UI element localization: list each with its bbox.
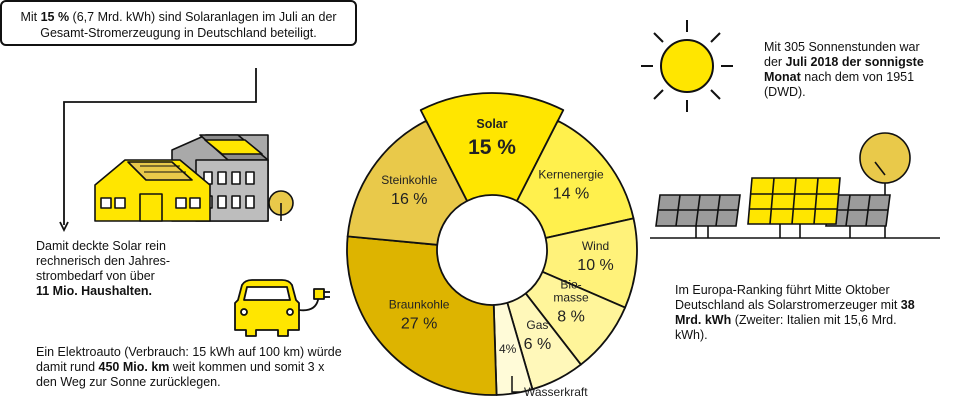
houses-illustration xyxy=(94,134,294,222)
households-text: Damit deckte Solar rein rechnerisch den … xyxy=(36,239,196,299)
connector-arrow xyxy=(59,221,69,233)
callout-bold: 15 % xyxy=(40,10,70,24)
europe-text-post: (Zweiter: Italien mit 15,6 Mrd. kWh). xyxy=(675,313,897,342)
donut-value-biomasse: 8 % xyxy=(557,308,585,325)
callout-pre: Mit xyxy=(20,10,41,24)
donut-label-biomasse: Bio- xyxy=(560,277,581,291)
electric-car-text: Ein Elektroauto (Verbrauch: 15 kWh auf 1… xyxy=(36,345,346,390)
europe-text-pre: Im Europa-Ranking führt Mitte Oktober De… xyxy=(675,283,901,312)
donut-label-wasserkraft: Wasserkraft xyxy=(524,385,588,399)
donut-slice-braunkohle xyxy=(346,235,498,396)
electric-car-illustration xyxy=(234,279,330,337)
sun-text-pre: Mit 305 Sonnenstunden war der xyxy=(764,40,920,69)
sun-illustration xyxy=(641,20,733,112)
households-bold: 11 Mio. Haushalten. xyxy=(36,284,153,298)
donut-value-solar: 15 % xyxy=(468,136,516,159)
donut-value-braunkohle: 27 % xyxy=(401,315,437,332)
donut-label-steinkohle: Steinkohle xyxy=(381,173,437,187)
solar-share-callout: Mit 15 % (6,7 Mrd. kWh) sind Solaranlage… xyxy=(0,0,357,46)
donut-value-wasserkraft: 4% xyxy=(499,342,517,356)
callout-post: (6,7 Mrd. kWh) sind Solaranlagen im Juli… xyxy=(40,10,337,40)
car-text-pre: Ein Elektroauto (Verbrauch: 15 kWh auf 1… xyxy=(36,345,342,374)
europe-text-bold: 38 Mrd. kWh xyxy=(675,298,915,327)
solar-panels-illustration xyxy=(650,132,940,239)
donut-value-wind: 10 % xyxy=(577,257,613,274)
donut-slice-kernenergie xyxy=(516,119,635,239)
donut-slice-steinkohle xyxy=(346,119,468,246)
europe-ranking-text: Im Europa-Ranking führt Mitte Oktober De… xyxy=(675,283,915,343)
donut-label-biomasse: masse xyxy=(553,290,589,304)
sun-text-post: nach dem von 1951 (DWD). xyxy=(764,70,915,99)
sun-text-bold: Juli 2018 der sonnigste Monat xyxy=(764,55,924,84)
donut-value-gas: 6 % xyxy=(524,336,552,353)
donut-value-steinkohle: 16 % xyxy=(391,191,427,208)
households-pre: Damit deckte Solar rein rechnerisch den … xyxy=(36,239,171,283)
wasserkraft-leader-line xyxy=(511,376,520,393)
donut-slice-solar xyxy=(419,92,565,202)
car-text-bold: 450 Mio. km xyxy=(98,360,170,374)
donut-label-solar: Solar xyxy=(476,117,507,131)
donut-label-gas: Gas xyxy=(526,318,548,332)
car-text-post: weit kommen und somit 3 x den Weg zur So… xyxy=(36,360,325,389)
donut-label-kernenergie: Kernenergie xyxy=(538,168,604,182)
donut-value-kernenergie: 14 % xyxy=(553,186,589,203)
energy-mix-donut-chart: Solar 15 % Kernenergie 14 % Wind 10 % Bio-mass… xyxy=(346,92,638,399)
connector-line xyxy=(63,68,257,225)
donut-label-braunkohle: Braunkohle xyxy=(389,297,450,311)
donut-label-wind: Wind xyxy=(582,239,609,253)
sun-hours-text: Mit 305 Sonnenstunden war der Juli 2018 … xyxy=(764,40,939,100)
